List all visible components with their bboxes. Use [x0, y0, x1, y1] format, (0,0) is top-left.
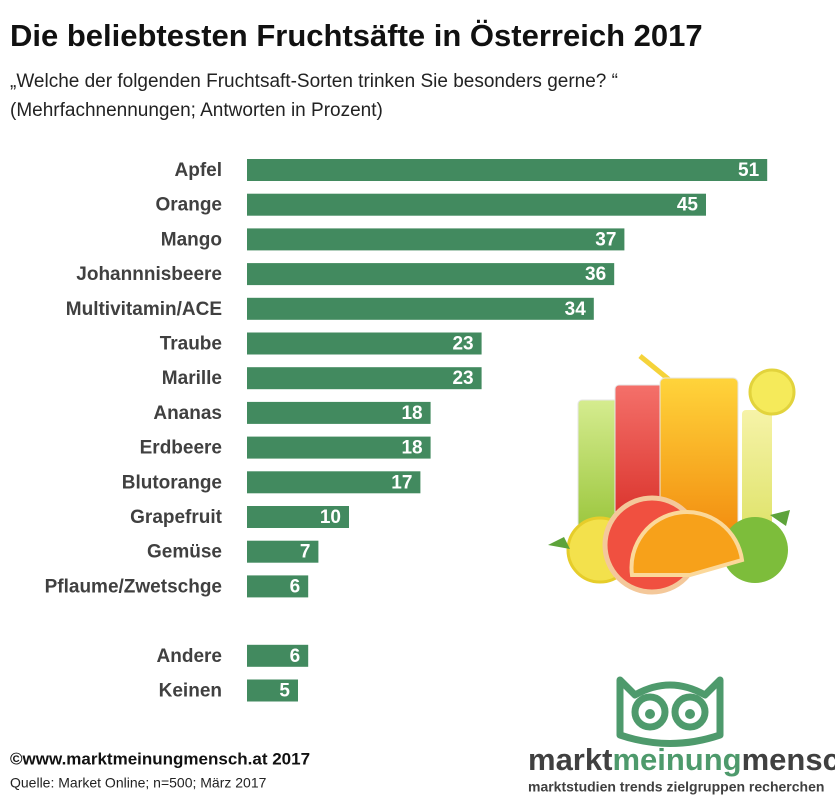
value-label: 51: [738, 160, 760, 181]
category-label: Gemüse: [147, 542, 222, 563]
bar: [247, 159, 768, 181]
value-label: 23: [452, 334, 473, 355]
category-label: Grapefruit: [130, 507, 223, 528]
bar: [247, 575, 309, 598]
value-label: 45: [677, 195, 699, 216]
category-label: Ananas: [153, 403, 222, 424]
value-label: 34: [565, 299, 587, 320]
bar: [247, 367, 482, 390]
value-label: 36: [585, 264, 606, 285]
category-label: Mango: [161, 229, 222, 250]
value-label: 37: [595, 229, 616, 250]
category-label: Andere: [157, 646, 222, 667]
logo-owl: [616, 676, 724, 747]
bar: [247, 644, 309, 667]
bar: [247, 471, 421, 494]
value-label: 5: [279, 681, 290, 702]
bar: [247, 436, 431, 459]
value-label: 6: [290, 646, 301, 667]
logo-part: meinung: [612, 742, 741, 777]
category-label: Pflaume/Zwetschge: [45, 576, 222, 597]
copyright: ©www.marktmeinungmensch.at 2017: [10, 749, 310, 768]
category-label: Marille: [162, 368, 222, 389]
bar: [247, 263, 615, 286]
bar: [247, 228, 625, 251]
bar: [247, 401, 431, 424]
value-label: 6: [290, 576, 301, 597]
bar: [247, 506, 349, 528]
category-label: Erdbeere: [140, 438, 222, 459]
category-label: Blutorange: [122, 472, 222, 493]
bar: [247, 332, 482, 355]
bar: [247, 193, 706, 216]
subtitle: „Welche der folgenden Fruchtsaft-Sorten …: [10, 71, 618, 92]
category-label: Orange: [155, 195, 222, 216]
value-label: 23: [452, 368, 473, 389]
bar: [247, 679, 298, 702]
juice-illustration: [548, 354, 796, 595]
category-label: Traube: [160, 334, 222, 355]
value-label: 18: [401, 403, 422, 424]
source: Quelle: Market Online; n=500; März 2017: [10, 775, 267, 791]
value-label: 7: [300, 542, 311, 563]
chart-title: Die beliebtesten Fruchtsäfte in Österrei…: [10, 18, 703, 53]
category-label: Johannnisbeere: [76, 264, 222, 285]
logo-text: marktmeinungmensch: [528, 742, 835, 777]
category-label: Multivitamin/ACE: [66, 299, 222, 320]
logo-part: mensch: [742, 742, 835, 777]
value-label: 18: [401, 438, 422, 459]
subtitle: (Mehrfachnennungen; Antworten in Prozent…: [10, 100, 383, 121]
logo-tagline: marktstudien trends zielgruppen recherch…: [528, 779, 824, 795]
value-label: 17: [391, 472, 412, 493]
category-label: Apfel: [175, 160, 223, 181]
bar: [247, 540, 319, 563]
logo-part: markt: [528, 742, 612, 777]
category-label: Keinen: [159, 681, 222, 702]
value-label: 10: [320, 507, 341, 528]
bar: [247, 297, 594, 320]
